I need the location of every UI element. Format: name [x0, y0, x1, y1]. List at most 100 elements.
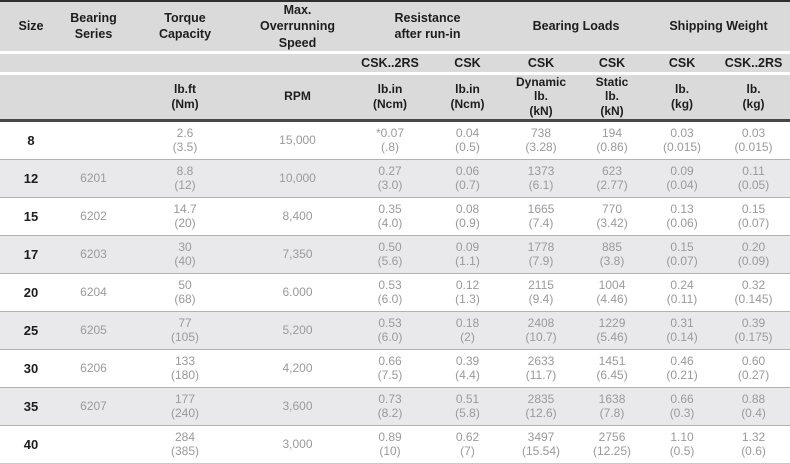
unit-torque: lb.ft (Nm) — [125, 73, 245, 122]
cell-series: 6204 — [62, 272, 125, 312]
cell-torque: 8.8 (12) — [125, 158, 245, 198]
cell-res-csk2rs: 0.53 (6.0) — [350, 272, 430, 312]
cell-res-csk: 0.51 (5.8) — [430, 386, 506, 426]
cell-load-dynamic: 2115 (9.4) — [505, 272, 578, 312]
cell-res-csk2rs: 0.66 (7.5) — [350, 348, 430, 388]
header-size: Size — [0, 1, 62, 54]
cell-res-csk2rs: 0.73 (8.2) — [350, 386, 430, 426]
cell-res-csk2rs: 0.27 (3.0) — [350, 158, 430, 198]
cell-load-static: 770 (3.42) — [577, 196, 648, 236]
header-resistance-after-run-in: Resistance after run-in — [350, 1, 506, 54]
sub-header-blank — [0, 52, 350, 75]
cell-res-csk: 0.62 (7) — [430, 424, 506, 464]
cell-wt-csk: 0.66 (0.3) — [647, 386, 718, 426]
cell-load-dynamic: 1373 (6.1) — [505, 158, 578, 198]
cell-load-dynamic: 2408 (10.7) — [505, 310, 578, 350]
table-row-size-12: 12 6201 8.8 (12) 10,000 0.27 (3.0) 0.06 (0.… — [0, 158, 790, 198]
table-row-size-25: 25 6205 77 (105) 5,200 0.53 (6.0) 0.18 (2) … — [0, 310, 790, 350]
cell-wt-csk2rs: 0.11 (0.05) — [717, 158, 790, 198]
cell-size: 12 — [0, 158, 62, 198]
cell-wt-csk: 0.46 (0.21) — [647, 348, 718, 388]
unit-load-static: Static lb. (kN) — [577, 73, 648, 122]
cell-size: 20 — [0, 272, 62, 312]
cell-speed: 7,350 — [245, 234, 350, 274]
cell-series — [62, 424, 125, 464]
cell-series: 6207 — [62, 386, 125, 426]
table-row-size-15: 15 6202 14.7 (20) 8,400 0.35 (4.0) 0.08 (0.… — [0, 196, 790, 236]
sub-header-res-csk: CSK — [430, 52, 506, 75]
cell-res-csk: 0.12 (1.3) — [430, 272, 506, 312]
cell-size: 25 — [0, 310, 62, 350]
sub-header-row: CSK..2RS CSK CSK CSK CSK CSK..2RS — [0, 52, 790, 75]
cell-wt-csk: 0.03 (0.015) — [647, 120, 718, 160]
cell-load-dynamic: 1778 (7.9) — [505, 234, 578, 274]
table-row-size-40: 40 284 (385) 3,000 0.89 (10) 0.62 (7) 3497(… — [0, 424, 790, 464]
cell-wt-csk2rs: 1.32 (0.6) — [717, 424, 790, 464]
cell-wt-csk2rs: 0.88 (0.4) — [717, 386, 790, 426]
cell-torque: 177 (240) — [125, 386, 245, 426]
cell-speed: 3,600 — [245, 386, 350, 426]
table-row-size-20: 20 6204 50 (68) 6.000 0.53 (6.0) 0.12 (1.3)… — [0, 272, 790, 312]
sub-header-weight-csk2rs: CSK..2RS — [717, 52, 790, 75]
sub-header-weight-csk: CSK — [647, 52, 718, 75]
unit-load-dynamic: Dynamic lb. (kN) — [505, 73, 578, 122]
cell-wt-csk: 1.10 (0.5) — [647, 424, 718, 464]
header-bearing-loads: Bearing Loads — [505, 1, 648, 54]
cell-speed: 10,000 — [245, 158, 350, 198]
cell-wt-csk2rs: 0.20 (0.09) — [717, 234, 790, 274]
cell-series: 6206 — [62, 348, 125, 388]
cell-series: 6205 — [62, 310, 125, 350]
cell-torque: 14.7 (20) — [125, 196, 245, 236]
cell-load-static: 194 (0.86) — [577, 120, 648, 160]
table-row-size-8: 8 2.6 (3.5) 15,000 *0.07 (.8) 0.04 (0.5) 73… — [0, 120, 790, 160]
cell-size: 8 — [0, 120, 62, 160]
cell-res-csk: 0.04 (0.5) — [430, 120, 506, 160]
cell-wt-csk2rs: 0.39 (0.175) — [717, 310, 790, 350]
cell-torque: 50 (68) — [125, 272, 245, 312]
cell-load-dynamic: 1665 (7.4) — [505, 196, 578, 236]
cell-wt-csk2rs: 0.32 (0.145) — [717, 272, 790, 312]
cell-load-dynamic: 738 (3.28) — [505, 120, 578, 160]
cell-speed: 3,000 — [245, 424, 350, 464]
cell-wt-csk: 0.24 (0.11) — [647, 272, 718, 312]
cell-wt-csk: 0.13 (0.06) — [647, 196, 718, 236]
cell-load-static: 1229 (5.46) — [577, 310, 648, 350]
cell-size: 30 — [0, 348, 62, 388]
cell-load-static: 623 (2.77) — [577, 158, 648, 198]
unit-speed: RPM — [245, 73, 350, 122]
cell-series: 6203 — [62, 234, 125, 274]
cell-series: 6202 — [62, 196, 125, 236]
sub-header-load-dynamic-csk: CSK — [505, 52, 578, 75]
group-header-row: Size Bearing Series Torque Capacity Max.… — [0, 1, 790, 54]
unit-res-csk: lb.in (Ncm) — [430, 73, 506, 122]
unit-weight-csk2rs: lb. (kg) — [717, 73, 790, 122]
sub-header-res-csk2rs: CSK..2RS — [350, 52, 430, 75]
cell-torque: 30 (40) — [125, 234, 245, 274]
cell-speed: 15,000 — [245, 120, 350, 160]
cell-series — [62, 120, 125, 160]
cell-size: 17 — [0, 234, 62, 274]
cell-wt-csk2rs: 0.60 (0.27) — [717, 348, 790, 388]
cell-speed: 5,200 — [245, 310, 350, 350]
cell-res-csk2rs: 0.50 (5.6) — [350, 234, 430, 274]
unit-weight-csk: lb. (kg) — [647, 73, 718, 122]
cell-torque: 133 (180) — [125, 348, 245, 388]
cell-res-csk: 0.06 (0.7) — [430, 158, 506, 198]
table-row-size-17: 17 6203 30 (40) 7,350 0.50 (5.6) 0.09 (1.1)… — [0, 234, 790, 274]
cell-wt-csk: 0.31 (0.14) — [647, 310, 718, 350]
header-shipping-weight: Shipping Weight — [647, 1, 790, 54]
cell-speed: 8,400 — [245, 196, 350, 236]
header-torque-capacity: Torque Capacity — [125, 1, 245, 54]
table-row-size-30: 30 6206 133 (180) 4,200 0.66 (7.5) 0.39 (4.… — [0, 348, 790, 388]
cell-size: 40 — [0, 424, 62, 464]
cell-res-csk: 0.09 (1.1) — [430, 234, 506, 274]
cell-load-static: 1004 (4.46) — [577, 272, 648, 312]
unit-res-csk2rs: lb.in (Ncm) — [350, 73, 430, 122]
cell-res-csk2rs: *0.07 (.8) — [350, 120, 430, 160]
cell-res-csk: 0.39 (4.4) — [430, 348, 506, 388]
unit-header-blank — [0, 73, 125, 122]
cell-size: 35 — [0, 386, 62, 426]
table-header: Size Bearing Series Torque Capacity Max.… — [0, 1, 790, 122]
cell-torque: 284 (385) — [125, 424, 245, 464]
